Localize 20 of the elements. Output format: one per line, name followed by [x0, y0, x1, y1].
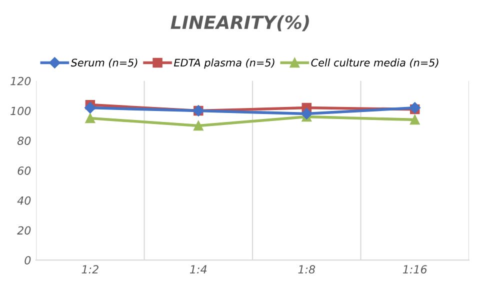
y-tick-label: 40	[17, 196, 31, 205]
point	[301, 108, 312, 120]
point	[194, 120, 204, 131]
legend-label: EDTA plasma (n=5)	[174, 58, 274, 69]
point	[410, 114, 420, 125]
y-tick-label: 80	[17, 136, 31, 146]
legend-label: Serum (n=5)	[70, 58, 138, 68]
x-tick-label: 1:16	[402, 265, 427, 274]
y-tick-label: 120	[10, 76, 31, 86]
legend-label: Cell culture media (n=5)	[311, 58, 438, 68]
point	[85, 113, 96, 124]
y-tick-label: 20	[17, 226, 31, 235]
y-tick-label: 60	[18, 166, 31, 175]
chart-title: LINEARITY(%)	[170, 15, 309, 32]
y-tick-label: 100	[10, 106, 31, 116]
point	[84, 102, 96, 114]
x-tick-label: 1:2	[82, 265, 98, 274]
x-tick-label: 1:4	[190, 265, 207, 274]
y-tick-label: 0	[24, 256, 31, 264]
x-tick-label: 1:8	[298, 265, 316, 274]
